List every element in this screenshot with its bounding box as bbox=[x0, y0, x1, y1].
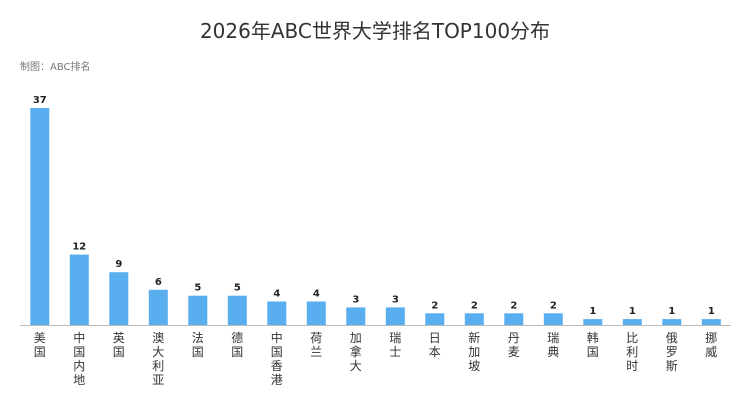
bar-15 bbox=[622, 319, 642, 325]
category-label-5: 德国 bbox=[231, 330, 243, 359]
value-label-2: 9 bbox=[115, 259, 122, 270]
value-label-14: 1 bbox=[589, 306, 596, 317]
value-label-15: 1 bbox=[629, 306, 636, 317]
value-label-16: 1 bbox=[668, 306, 675, 317]
category-label-15: 比利时 bbox=[626, 331, 638, 373]
category-label-12: 丹麦 bbox=[508, 331, 520, 359]
bar-17 bbox=[701, 319, 721, 325]
value-label-1: 12 bbox=[72, 242, 86, 253]
value-label-10: 2 bbox=[431, 300, 438, 311]
bar-11 bbox=[464, 313, 484, 325]
category-label-3: 澳大利亚 bbox=[152, 331, 164, 387]
category-label-9: 瑞士 bbox=[389, 331, 401, 359]
value-label-0: 37 bbox=[33, 95, 47, 106]
category-label-11: 新加坡 bbox=[468, 330, 480, 373]
category-label-14: 韩国 bbox=[587, 330, 599, 359]
chart-title: 2026年ABC世界大学排名TOP100分布 bbox=[200, 19, 550, 43]
value-labels-layer: 37 12 9 6 5 5 4 4 3 3 2 2 2 2 1 1 1 1 bbox=[33, 95, 715, 317]
bar-3 bbox=[148, 289, 168, 325]
category-label-6: 中国香港 bbox=[271, 330, 283, 387]
value-label-3: 6 bbox=[155, 277, 162, 288]
bar-2 bbox=[109, 272, 129, 325]
value-label-7: 4 bbox=[313, 289, 320, 300]
value-label-12: 2 bbox=[510, 300, 517, 311]
value-label-9: 3 bbox=[392, 294, 399, 305]
value-label-5: 5 bbox=[234, 283, 241, 294]
category-label-7: 荷兰 bbox=[310, 331, 322, 359]
bar-8 bbox=[346, 307, 366, 325]
category-label-2: 英国 bbox=[113, 331, 125, 359]
value-label-17: 1 bbox=[708, 306, 715, 317]
chart-source: 制图：ABC排名 bbox=[20, 60, 91, 73]
bar-9 bbox=[385, 307, 405, 325]
bar-13 bbox=[543, 313, 563, 325]
bar-10 bbox=[425, 313, 445, 325]
bar-6 bbox=[267, 301, 287, 325]
value-label-6: 4 bbox=[273, 289, 280, 300]
category-label-1: 中国内地 bbox=[73, 330, 85, 387]
bar-0 bbox=[30, 108, 50, 325]
value-label-11: 2 bbox=[471, 300, 478, 311]
bar-16 bbox=[662, 319, 682, 325]
value-label-4: 5 bbox=[194, 283, 201, 294]
category-label-17: 挪威 bbox=[705, 331, 717, 359]
bars-layer bbox=[30, 108, 721, 325]
bar-4 bbox=[188, 295, 208, 325]
value-label-13: 2 bbox=[550, 300, 557, 311]
category-label-8: 加拿大 bbox=[350, 331, 362, 373]
bar-14 bbox=[583, 319, 603, 325]
bar-12 bbox=[504, 313, 524, 325]
bar-1 bbox=[69, 254, 89, 325]
value-label-8: 3 bbox=[352, 294, 359, 305]
category-label-0: 美国 bbox=[34, 331, 46, 359]
category-label-13: 瑞典 bbox=[547, 331, 559, 359]
category-label-4: 法国 bbox=[192, 331, 204, 359]
category-label-10: 日本 bbox=[429, 331, 441, 359]
bar-5 bbox=[227, 295, 247, 325]
bar-7 bbox=[306, 301, 326, 325]
category-label-16: 俄罗斯 bbox=[666, 331, 678, 373]
